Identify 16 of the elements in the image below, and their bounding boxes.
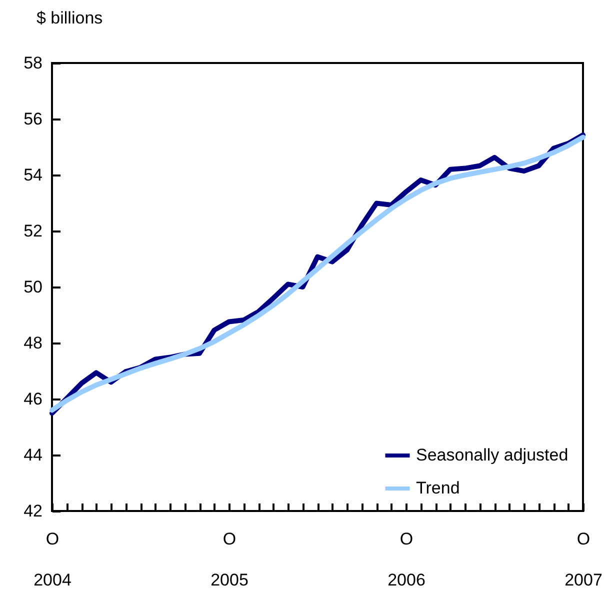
y-tick-label: 58	[24, 54, 42, 72]
y-tick-label: 46	[24, 390, 42, 408]
category-label: O 2005	[210, 530, 248, 590]
y-tick-label: 50	[24, 278, 42, 296]
y-tick-label: 48	[24, 334, 42, 352]
category-label: O 2007	[564, 530, 602, 590]
category-label: O 2004	[34, 530, 72, 590]
legend-label: Seasonally adjusted	[416, 446, 568, 464]
y-tick-label: 52	[24, 222, 42, 240]
y-tick-label: 44	[24, 446, 42, 464]
y-tick-label: 54	[24, 166, 42, 184]
category-label: O 2006	[388, 530, 426, 590]
y-tick-label: 56	[24, 110, 42, 128]
legend-label: Trend	[416, 478, 460, 498]
y-axis-title: $ billions	[36, 8, 103, 28]
y-tick-label: 42	[24, 502, 42, 520]
